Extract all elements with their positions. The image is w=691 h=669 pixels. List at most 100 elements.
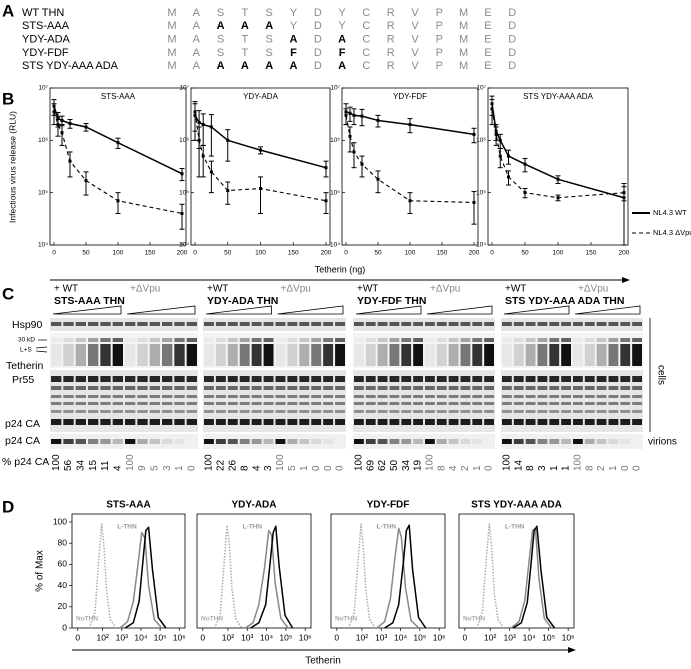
histogram-curve bbox=[376, 527, 420, 629]
band bbox=[513, 344, 524, 366]
band bbox=[502, 338, 512, 342]
residue: P bbox=[436, 20, 443, 32]
band bbox=[311, 338, 322, 342]
percent-label: 8 bbox=[584, 465, 595, 471]
residue: M bbox=[167, 60, 176, 72]
virions-label: virions bbox=[648, 437, 677, 448]
band bbox=[377, 410, 388, 413]
band bbox=[125, 344, 136, 366]
band bbox=[513, 410, 524, 413]
band bbox=[204, 322, 214, 326]
residue: M bbox=[167, 34, 176, 46]
blot-title: YDY-ADA THN bbox=[207, 295, 278, 307]
histogram-curve bbox=[347, 523, 377, 629]
band bbox=[251, 395, 262, 398]
band bbox=[377, 419, 388, 425]
band bbox=[413, 344, 423, 366]
band bbox=[335, 402, 345, 405]
x-tick-label: 0 bbox=[490, 250, 494, 257]
band bbox=[632, 322, 642, 326]
blot-bg bbox=[203, 318, 346, 331]
x-tick-label: 10⁴ bbox=[394, 632, 407, 642]
band bbox=[275, 402, 286, 405]
x-axis-label: Tetherin (ng) bbox=[315, 264, 366, 274]
band bbox=[323, 386, 334, 390]
y-tick-label: 10⁷ bbox=[476, 85, 486, 92]
x-axis-label: Tetherin bbox=[305, 656, 341, 667]
percent-label: 100 bbox=[125, 454, 136, 471]
band bbox=[484, 410, 494, 413]
band bbox=[323, 322, 334, 326]
band bbox=[377, 344, 388, 366]
band bbox=[75, 322, 86, 326]
band bbox=[239, 322, 250, 326]
band bbox=[275, 419, 286, 425]
point bbox=[490, 107, 494, 111]
band bbox=[354, 402, 364, 405]
band bbox=[425, 322, 435, 326]
band bbox=[584, 344, 595, 366]
y-tick-label: 10⁵ bbox=[38, 189, 48, 196]
band bbox=[632, 338, 642, 342]
residue: E bbox=[484, 60, 491, 72]
plot-frame bbox=[487, 87, 629, 246]
band bbox=[239, 338, 250, 342]
band bbox=[389, 322, 400, 326]
band bbox=[549, 344, 560, 366]
percent-label: 0 bbox=[632, 465, 643, 471]
point bbox=[197, 120, 201, 124]
x-tick-label: 10⁵ bbox=[542, 632, 555, 642]
band bbox=[100, 322, 111, 326]
band bbox=[174, 439, 185, 444]
band bbox=[335, 419, 345, 425]
band bbox=[239, 376, 250, 382]
band bbox=[287, 338, 298, 342]
band bbox=[460, 344, 471, 366]
band bbox=[401, 419, 412, 425]
x-tick-label: 100 bbox=[255, 250, 266, 257]
band bbox=[484, 376, 494, 382]
x-tick-label: 10⁴ bbox=[134, 632, 147, 642]
percent-label: 50 bbox=[389, 459, 400, 471]
band bbox=[149, 419, 160, 425]
histogram-curve bbox=[119, 531, 163, 629]
band bbox=[112, 395, 123, 398]
dose-wedge bbox=[52, 305, 122, 315]
band bbox=[425, 410, 435, 413]
band bbox=[287, 419, 298, 425]
residue: A bbox=[193, 47, 201, 59]
band bbox=[125, 338, 135, 342]
band bbox=[584, 322, 595, 326]
x-tick-label: 10⁵ bbox=[279, 632, 292, 642]
residue: S bbox=[217, 34, 224, 46]
band bbox=[525, 395, 536, 398]
arrow-head bbox=[622, 277, 630, 283]
band bbox=[525, 419, 536, 425]
band bbox=[608, 402, 619, 405]
band bbox=[377, 386, 388, 390]
blot-bg bbox=[203, 434, 346, 449]
row-name: YDY-ADA bbox=[22, 34, 71, 46]
band bbox=[63, 439, 74, 444]
band bbox=[525, 410, 536, 413]
percent-label: 1 bbox=[174, 465, 185, 471]
band bbox=[125, 386, 136, 390]
wt-label: +WT bbox=[357, 284, 378, 295]
band bbox=[323, 338, 334, 342]
band bbox=[215, 344, 226, 366]
band bbox=[573, 419, 583, 425]
chart-title: YDY-ADA bbox=[243, 92, 278, 101]
chart-title: YDY-FDF bbox=[367, 500, 410, 511]
band bbox=[354, 410, 364, 413]
band bbox=[377, 439, 388, 444]
x-tick-label: 200 bbox=[619, 250, 630, 257]
band bbox=[186, 402, 197, 405]
band bbox=[227, 395, 238, 398]
band bbox=[204, 410, 214, 413]
band bbox=[276, 338, 286, 342]
point bbox=[360, 162, 364, 166]
dvpu-label: +ΔVpu bbox=[430, 284, 460, 295]
band bbox=[299, 395, 310, 398]
band bbox=[413, 439, 423, 444]
row-label: Pr55 bbox=[12, 374, 34, 386]
